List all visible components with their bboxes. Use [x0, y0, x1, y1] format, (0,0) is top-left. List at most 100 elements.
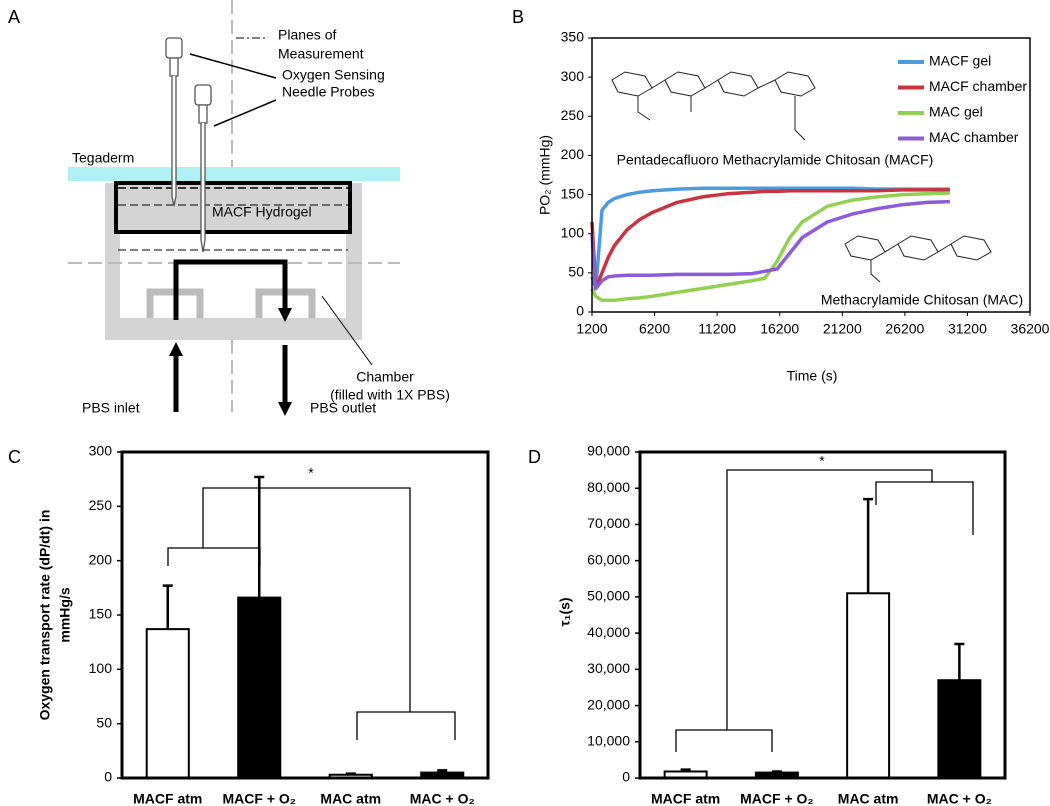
y-tick-label: 200: [561, 146, 585, 162]
label: Oxygen Sensing: [282, 67, 385, 83]
tegaderm: [68, 167, 400, 181]
y-tick-label: 350: [561, 29, 585, 45]
bar: [937, 679, 982, 780]
x-axis-label: Time (s): [787, 368, 838, 384]
y-tick-label: 100: [561, 224, 585, 240]
x-tick-label: 16200: [760, 321, 799, 337]
annotation: *: [308, 465, 314, 481]
y-tick-label: 90,000: [587, 443, 630, 459]
y-tick-label: 20,000: [587, 696, 630, 712]
legend-label: MAC gel: [929, 104, 983, 120]
y-tick-label: 200: [89, 551, 113, 567]
label: Needle Probes: [282, 84, 375, 100]
x-tick-label: MACF atm: [651, 791, 720, 806]
annotation: Pentadecafluoro Methacrylamide Chitosan …: [617, 152, 934, 168]
y-tick-label: 250: [561, 107, 585, 123]
panel-label: C: [8, 447, 21, 467]
x-tick-label: MACF + O₂: [223, 791, 297, 806]
y-tick-label: 50: [568, 264, 584, 280]
x-tick-label: MACF atm: [133, 791, 202, 806]
error-bar: [254, 475, 265, 598]
label: Planes of: [278, 27, 336, 43]
y-tick-label: 0: [104, 769, 112, 785]
x-tick-label: 26200: [885, 321, 924, 337]
y-tick-label: 60,000: [587, 551, 630, 567]
x-tick-label: 21200: [823, 321, 862, 337]
bar: [237, 596, 282, 780]
y-tick-label: 300: [89, 443, 113, 459]
label: (filled with 1X PBS): [330, 387, 450, 403]
x-tick-label: MAC + O₂: [927, 791, 992, 806]
label: PBS outlet: [310, 400, 376, 416]
y-axis-label: PO₂ (mmHg): [537, 135, 553, 215]
line-series: [590, 188, 950, 291]
y-tick-label: 70,000: [587, 515, 630, 531]
x-tick-label: MAC atm: [320, 791, 381, 806]
label: Tegaderm: [72, 150, 134, 166]
label: Measurement: [278, 46, 364, 62]
legend-label: MACF chamber: [929, 78, 1027, 94]
plot-frame: [120, 450, 490, 780]
significance-bracket: [167, 487, 456, 740]
y-axis-label: Oxygen transport rate (dP/dt) in: [37, 510, 53, 721]
plot-frame: [591, 37, 1031, 313]
annotation: Methacrylamide Chitosan (MAC): [821, 292, 1023, 308]
y-axis-label: τ₁(s): [557, 597, 573, 626]
bar: [846, 592, 891, 779]
x-tick-label: MAC + O₂: [410, 791, 475, 806]
line-series: [590, 199, 950, 291]
error-bar: [954, 642, 965, 681]
y-tick-label: 150: [89, 606, 113, 622]
y-tick-label: 30,000: [587, 660, 630, 676]
line-series: [590, 191, 950, 303]
significance-bracket: [675, 469, 974, 752]
x-tick-label: 36200: [1011, 321, 1050, 337]
panel-label: A: [8, 7, 20, 27]
error-bar: [162, 584, 173, 630]
x-tick-label: 11200: [698, 321, 736, 337]
y-tick-label: 0: [576, 303, 584, 319]
y-tick-label: 300: [561, 68, 585, 84]
x-tick-label: MAC atm: [838, 791, 899, 806]
structure: [611, 71, 992, 283]
panel-d: D τ₁(s) *: [528, 447, 974, 752]
error-bar: [437, 769, 448, 773]
y-tick-label: 10,000: [587, 732, 630, 748]
bar: [145, 628, 190, 779]
legend-label: MACF gel: [929, 53, 991, 69]
y-tick-label: 40,000: [587, 624, 630, 640]
label: PBS inlet: [82, 400, 140, 416]
label: Chamber: [356, 369, 414, 385]
x-tick-label: MACF + O₂: [740, 791, 814, 806]
annotation: *: [819, 453, 825, 469]
y-tick-label: 100: [89, 660, 113, 676]
line-series: [590, 186, 950, 291]
chamber-cavity: [120, 232, 346, 318]
hydrogel: [114, 181, 352, 234]
legend-label: MAC chamber: [929, 129, 1019, 145]
y-tick-label: 250: [89, 497, 113, 513]
y-tick-label: 50,000: [587, 588, 630, 604]
error-bar: [680, 768, 691, 772]
panel-c: C Oxygen transport rate (dP/dt) in mmHg/…: [8, 447, 456, 740]
error-bar: [345, 772, 356, 775]
plot-frame: [638, 450, 1007, 780]
y-tick-label: 50: [96, 714, 112, 730]
error-bar: [863, 497, 874, 594]
y-tick-label: 0: [622, 769, 630, 785]
error-bar: [771, 770, 782, 773]
label: MACF Hydrogel: [212, 204, 312, 220]
y-tick-label: 150: [561, 185, 585, 201]
y-tick-label: 80,000: [587, 479, 630, 495]
flow-tube: [173, 259, 288, 320]
panel-label: B: [512, 7, 524, 27]
x-tick-label: 6200: [639, 321, 670, 337]
y-axis-label: mmHg/s: [57, 587, 73, 642]
probes: [165, 37, 212, 253]
diagram: A Planes of Measurement Oxygen Sensing N…: [8, 0, 450, 416]
panel-label: D: [528, 447, 541, 467]
x-tick-label: 31200: [948, 321, 987, 337]
panel-b: B PO₂ (mmHg) Time (s) Pentadecafluoro Me…: [512, 7, 1023, 384]
x-tick-label: 1200: [576, 321, 607, 337]
